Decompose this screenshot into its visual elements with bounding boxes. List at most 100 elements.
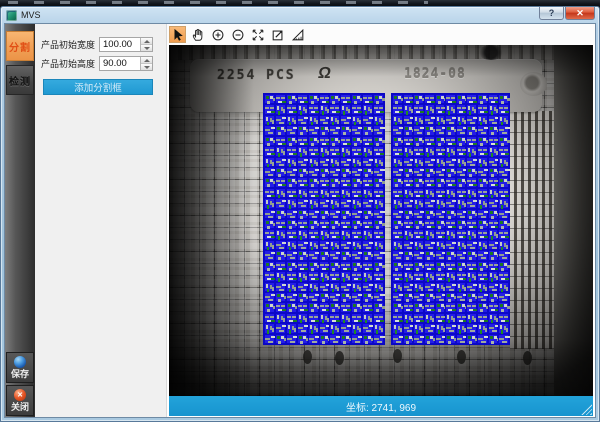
detection-cell: [434, 104, 446, 115]
detection-cell: [285, 281, 297, 292]
detection-cell: [296, 146, 308, 157]
detection-cell: [402, 166, 414, 178]
segmentation-box-right[interactable]: [391, 93, 510, 345]
width-input[interactable]: [100, 38, 140, 51]
detection-cell: [477, 302, 488, 313]
detection-cell: [402, 239, 414, 251]
segmentation-box-left[interactable]: [263, 93, 385, 345]
tray-comb-ribs: [510, 111, 554, 349]
detection-cell: [466, 219, 478, 230]
detection-cell: [498, 94, 509, 105]
detection-cell: [340, 166, 352, 178]
zoom-in-icon[interactable]: [209, 26, 226, 43]
detection-cell: [373, 104, 384, 115]
zoom-out-icon[interactable]: [229, 26, 246, 43]
add-segmentation-box-button[interactable]: 添加分割框: [43, 79, 153, 95]
window-close-button[interactable]: ✕: [565, 7, 595, 20]
detection-cell: [455, 114, 467, 126]
detection-cell: [274, 156, 286, 167]
pointer-tool-icon[interactable]: [169, 26, 186, 43]
detection-cell: [455, 198, 467, 209]
detection-cell: [340, 219, 352, 230]
detection-cell: [318, 156, 330, 167]
width-spinner[interactable]: [140, 38, 152, 51]
detection-cell: [318, 208, 330, 219]
detection-cell: [445, 229, 456, 240]
title-bar[interactable]: MVS ? ✕: [1, 7, 599, 23]
detection-cell: [455, 156, 467, 167]
detection-cell: [362, 94, 374, 105]
detection-cell: [498, 333, 509, 344]
detection-cell: [329, 291, 341, 303]
fit-view-icon[interactable]: [249, 26, 266, 43]
detection-cell: [264, 114, 275, 126]
help-button[interactable]: ?: [539, 7, 564, 20]
height-spin-up[interactable]: [141, 57, 152, 63]
tab-detection[interactable]: 检测: [6, 65, 34, 95]
camera-image-viewport[interactable]: 2254 PCS Ω 1824-08: [169, 45, 593, 396]
detection-cell: [392, 166, 403, 178]
detection-cell: [307, 208, 319, 219]
detection-cell: [274, 219, 286, 230]
detection-cell: [285, 260, 297, 272]
detection-cell: [477, 114, 488, 126]
height-spin-down[interactable]: [141, 63, 152, 70]
detection-cell: [498, 219, 509, 230]
detection-cell: [264, 302, 275, 313]
detection-cell: [413, 146, 424, 157]
detection-cell: [285, 166, 297, 178]
detection-cell: [296, 312, 308, 324]
detection-cell: [340, 239, 352, 251]
width-spin-up[interactable]: [141, 38, 152, 44]
detection-cell: [264, 156, 275, 167]
detection-cell: [402, 125, 414, 136]
detection-cell: [402, 250, 414, 261]
detection-cell: [351, 114, 363, 126]
detection-cell: [264, 250, 275, 261]
close-button-label: 关闭: [10, 402, 29, 412]
detection-cell: [392, 125, 403, 136]
detection-cell: [340, 146, 352, 157]
detection-cell: [413, 312, 424, 324]
save-button[interactable]: 保存: [6, 352, 34, 383]
detection-cell: [423, 260, 435, 272]
detection-cell: [455, 177, 467, 188]
detection-cell: [392, 302, 403, 313]
detection-cell: [264, 187, 275, 199]
detection-cell: [285, 135, 297, 147]
detection-cell: [413, 208, 424, 219]
close-icon: [14, 389, 26, 401]
detection-cell: [296, 323, 308, 334]
detection-cell: [445, 302, 456, 313]
detection-cell: [362, 146, 374, 157]
height-input[interactable]: [100, 57, 140, 70]
detection-cell: [466, 323, 478, 334]
detection-cell: [274, 250, 286, 261]
detection-cell: [423, 177, 435, 188]
close-button[interactable]: 关闭: [6, 385, 34, 416]
detection-cell: [487, 281, 499, 292]
detection-cell: [340, 104, 352, 115]
detection-cell: [434, 187, 446, 199]
detection-cell: [455, 239, 467, 251]
parameters-panel: 产品初始宽度 产品初始高度: [35, 24, 166, 417]
detection-cell: [329, 146, 341, 157]
detection-cell: [466, 166, 478, 178]
pan-hand-icon[interactable]: [189, 26, 206, 43]
detection-cell: [392, 208, 403, 219]
detection-cell: [498, 156, 509, 167]
detection-cell: [274, 281, 286, 292]
detection-cell: [351, 208, 363, 219]
detection-cell: [413, 104, 424, 115]
export-view-icon[interactable]: [269, 26, 286, 43]
detection-cell: [307, 135, 319, 147]
detection-cell: [274, 94, 286, 105]
height-spinner[interactable]: [140, 57, 152, 70]
detection-cell: [402, 208, 414, 219]
tab-segmentation[interactable]: 分割: [6, 31, 34, 61]
measure-ruler-icon[interactable]: [289, 26, 306, 43]
width-spin-down[interactable]: [141, 44, 152, 51]
resize-grip[interactable]: [581, 404, 592, 415]
detection-cell: [445, 271, 456, 282]
detection-cell: [434, 208, 446, 219]
